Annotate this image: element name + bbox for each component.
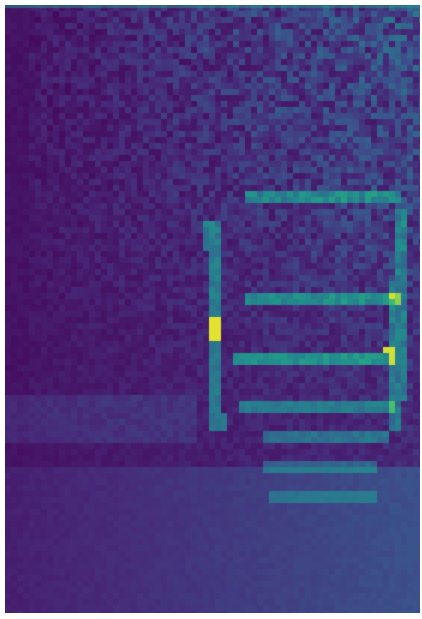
spectrogram-heatmap bbox=[5, 5, 420, 613]
